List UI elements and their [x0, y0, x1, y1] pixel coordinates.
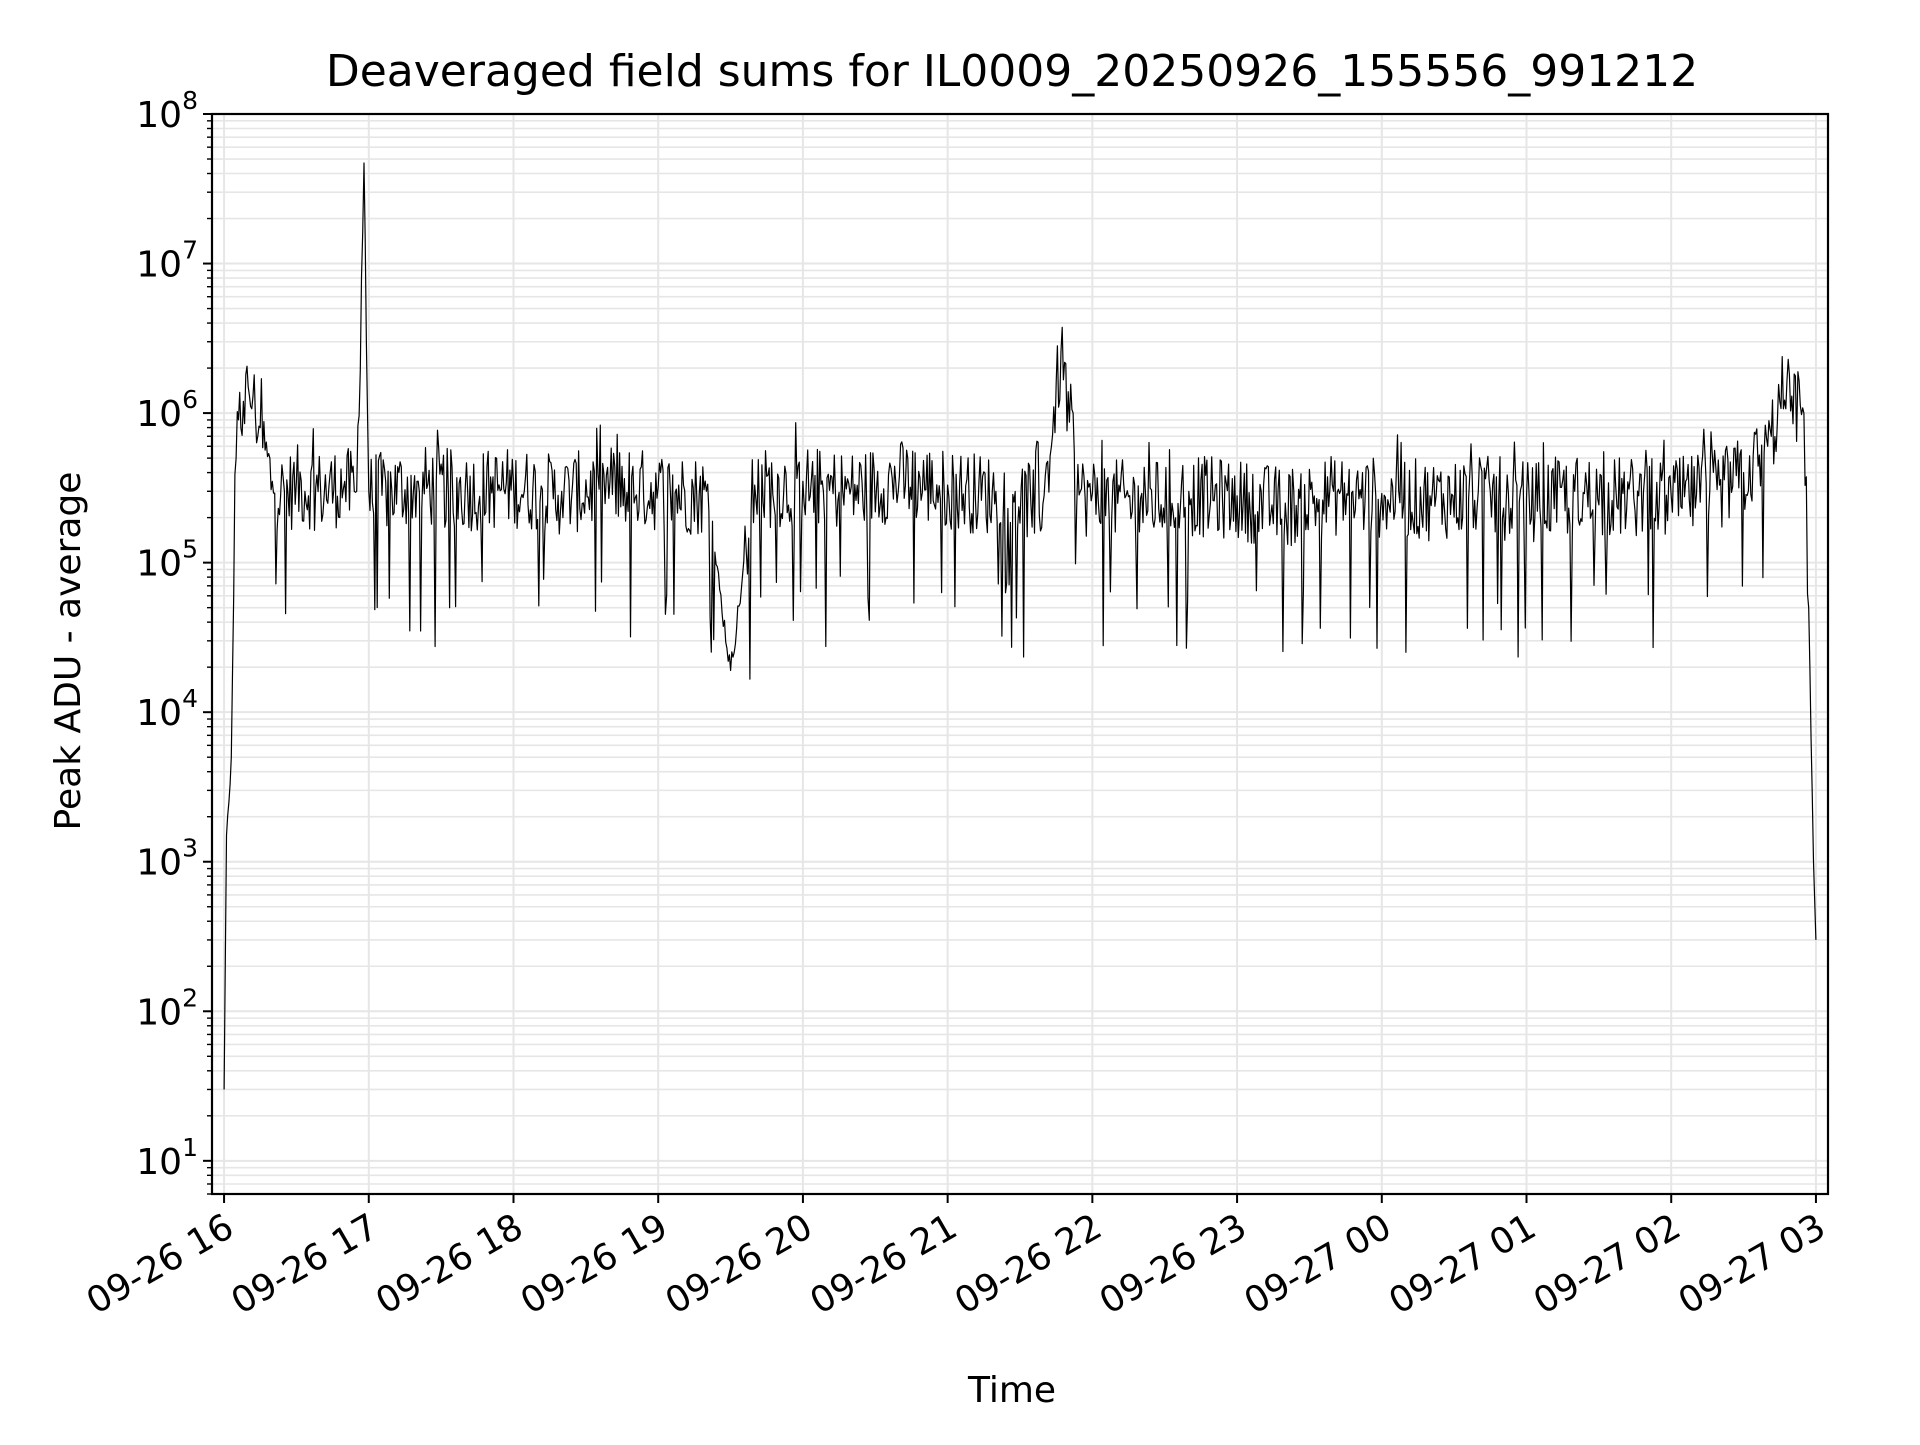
x-tick-label: 09-26 20 — [659, 1206, 820, 1322]
y-tick-label: 105 — [136, 535, 198, 585]
x-tick-label: 09-27 00 — [1238, 1206, 1399, 1322]
x-tick-label: 09-27 02 — [1527, 1206, 1688, 1322]
x-tick-label: 09-26 19 — [514, 1206, 675, 1322]
y-axis-label: Peak ADU - average — [48, 472, 89, 831]
x-axis-label: Time — [967, 1370, 1056, 1411]
x-tick-label: 09-27 01 — [1382, 1206, 1543, 1322]
y-tick-label: 102 — [136, 983, 198, 1033]
y-tick-label: 103 — [136, 834, 198, 884]
series-line — [223, 162, 1817, 1090]
x-tick-label: 09-26 23 — [1093, 1206, 1254, 1322]
series-layer — [223, 162, 1817, 1090]
y-tick-label: 107 — [136, 236, 198, 286]
y-tick-label: 101 — [136, 1133, 198, 1183]
x-tick-label: 09-26 17 — [225, 1206, 386, 1322]
x-tick-label: 09-26 16 — [80, 1206, 241, 1322]
grid-layer — [212, 113, 1828, 1195]
x-tick-label: 09-27 03 — [1672, 1206, 1833, 1322]
x-tick-label: 09-26 18 — [369, 1206, 530, 1322]
y-tick-label: 104 — [136, 684, 198, 734]
y-tick-label: 106 — [136, 385, 198, 435]
x-tick-label: 09-26 22 — [948, 1206, 1109, 1322]
x-tick-label: 09-26 21 — [803, 1206, 964, 1322]
y-tick-label: 108 — [136, 86, 198, 136]
plot-frame — [210, 112, 1830, 1196]
chart-title: Deaveraged field sums for IL0009_2025092… — [326, 46, 1698, 97]
